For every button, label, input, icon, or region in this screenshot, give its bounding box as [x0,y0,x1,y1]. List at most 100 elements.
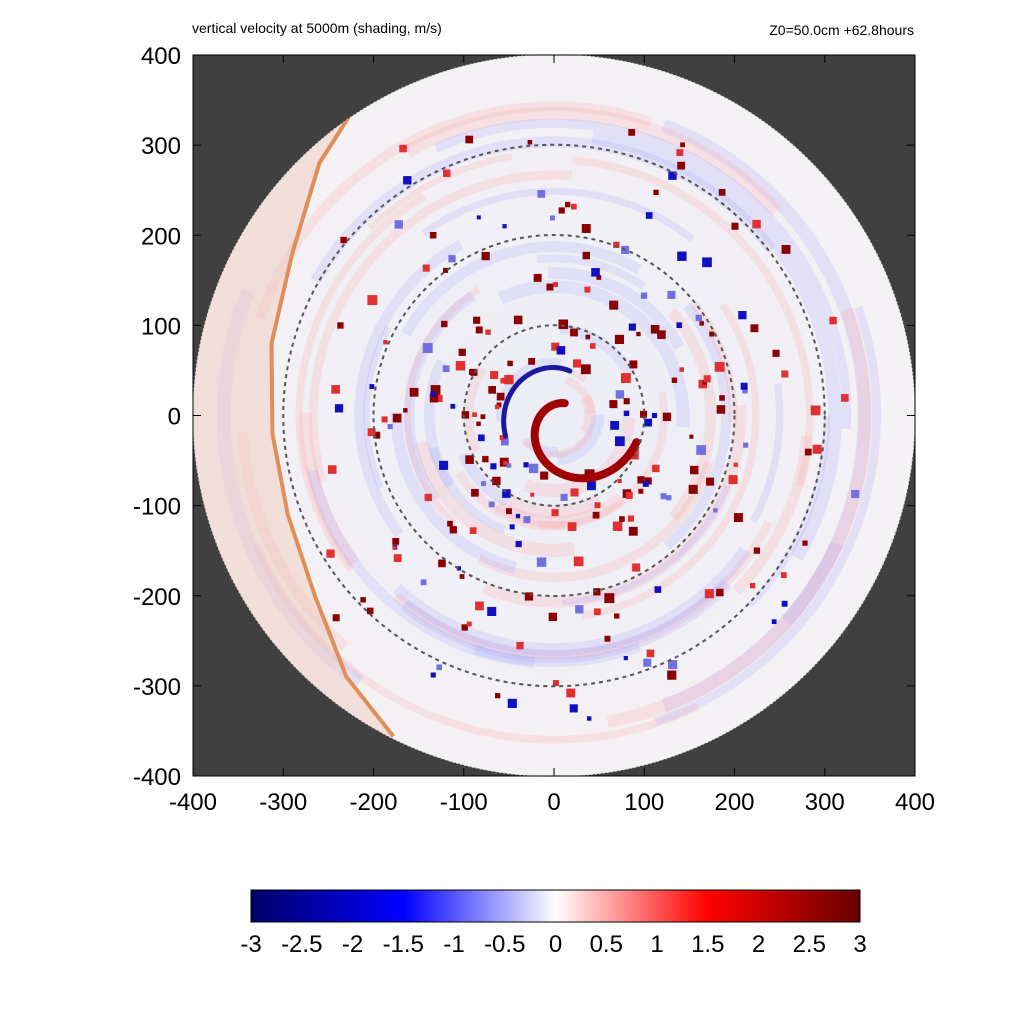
convective-cell [632,563,641,572]
convective-cell [450,403,456,409]
convective-cell [586,716,592,721]
convective-cell [802,540,808,546]
convective-cell [537,190,546,198]
convective-cell [495,693,501,699]
colorbar-tick-label: 1.5 [691,931,724,958]
convective-cell [469,527,477,535]
field-wave-band [654,305,881,726]
field-wave-band [496,357,562,423]
convective-cell [623,398,630,405]
convective-cell [638,488,644,494]
convective-cell [472,412,477,417]
convective-cell [625,491,633,499]
convective-cell [513,315,523,325]
field-wave-band [477,460,714,582]
convective-cell [337,322,344,329]
convective-cell [422,264,430,272]
convective-cell [591,268,600,277]
convective-cell [523,516,531,524]
field-wave-band [252,543,700,744]
convective-cell [487,606,497,617]
field-wave-band [579,394,597,436]
convective-cell [448,255,456,263]
convective-cell [502,489,511,498]
y-tick-label: 300 [141,133,181,160]
field-wave-band [747,416,831,608]
convective-cell [582,251,590,260]
convective-cell [540,471,549,480]
convective-cell [781,600,788,607]
x-tick-label: 200 [714,789,754,816]
field-wave-band [216,287,364,688]
convective-cell [482,455,489,463]
convective-cell [581,224,591,233]
convective-cell [594,502,601,509]
convective-cell [653,189,659,196]
convective-cell [480,414,486,420]
convective-cell [528,357,536,365]
convective-cell [690,465,699,475]
outflow-front-line [269,112,395,738]
convective-cell [651,412,658,419]
field-wave-band [732,435,812,595]
convective-cell [654,586,662,593]
convective-cell [383,340,388,345]
convective-cell [657,330,666,339]
convective-cell [619,516,625,522]
colorbar-tick-label: -1 [443,931,464,958]
convective-cell [589,343,596,349]
convective-cell [439,460,449,470]
convective-cell [504,374,514,385]
convective-cell [499,435,505,441]
convective-cell [699,321,704,326]
convective-cell [466,621,472,627]
convective-cell [515,513,521,519]
convective-cell [505,508,512,515]
field-wave-band [572,156,814,488]
convective-cell [671,377,678,383]
convective-cell [332,614,340,622]
convective-cell [387,423,393,430]
convective-cell [422,343,433,354]
colorbar-tick-label: -2 [342,931,363,958]
convective-cell [326,549,335,558]
colorbar-tick-label: -0.5 [484,931,525,958]
field-wave-band [591,130,842,562]
convective-cell [455,361,466,371]
field-wave-band [463,365,488,454]
convective-cell [623,410,630,417]
convective-cell [476,421,481,427]
convective-cell [558,319,569,330]
field-wave-band [390,412,517,574]
convective-cell [480,481,486,487]
convective-cell [459,574,465,579]
convective-cell [640,292,648,299]
convective-cell [503,460,508,465]
colorbar-tick-label: 2 [752,931,765,958]
colorbar-gradient [250,889,861,923]
convective-cell [728,475,738,485]
convective-cell [420,579,427,586]
convective-cell [550,215,555,221]
convective-cell [627,515,635,522]
colorbar-tick-label: 2.5 [793,931,826,958]
convective-cell [476,215,481,220]
chart-subtitle: Z0=50.0cm +62.8hours [769,22,914,38]
convective-cell [367,295,378,306]
convective-cell [719,395,725,401]
convective-cell [615,390,625,399]
colorbar-tick-label: 0 [549,931,562,958]
convective-cell [689,434,694,439]
convective-cell [662,412,672,421]
convective-cell [628,526,638,536]
field-wave-band [455,470,566,531]
convective-cell [743,442,749,448]
convective-cell [716,588,724,597]
convective-cell [373,431,381,439]
convective-cell [740,382,748,390]
convective-cell [592,511,600,519]
field-wave-band [421,187,695,242]
convective-cell [443,267,449,273]
convective-cell [652,464,660,473]
convective-cell [628,323,636,331]
